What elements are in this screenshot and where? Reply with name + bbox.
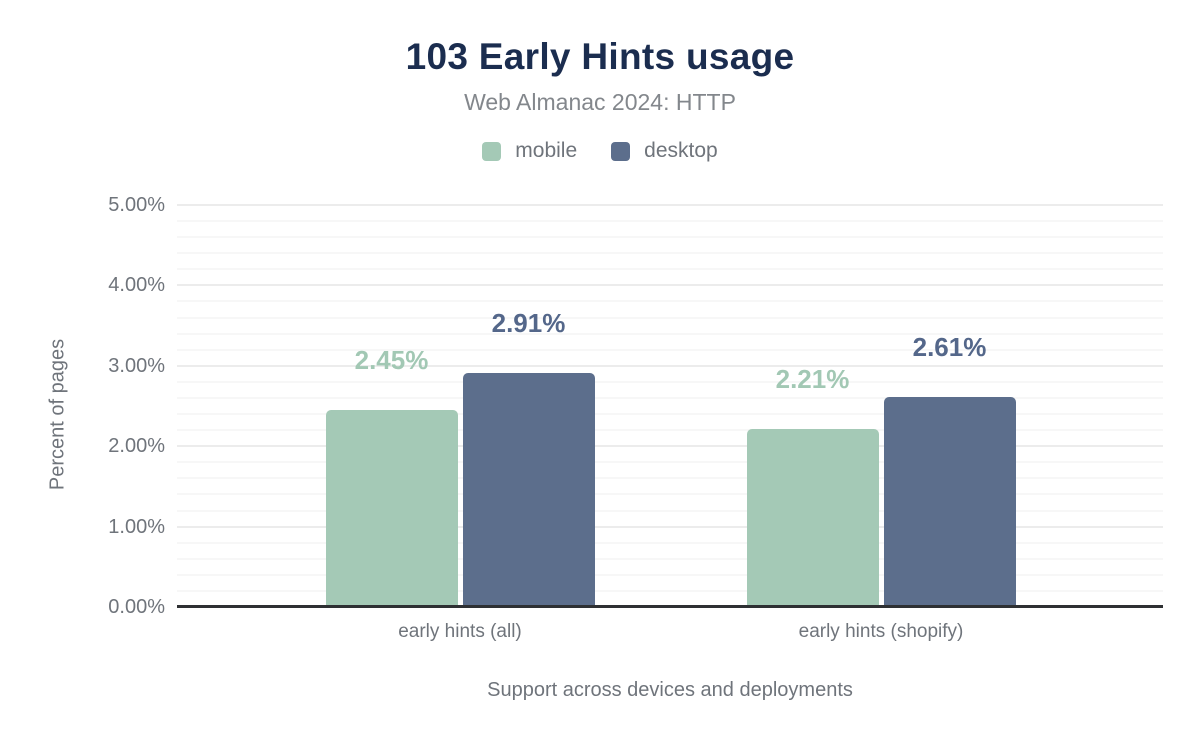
bar-value-label-mobile-1: 2.21% — [775, 364, 850, 395]
bar-mobile-0[interactable] — [325, 410, 458, 607]
bar-mobile-1[interactable] — [746, 429, 879, 607]
minor-gridline — [177, 252, 1163, 255]
y-tick-label: 2.00% — [108, 435, 165, 458]
x-axis-line — [177, 605, 1163, 608]
major-gridline — [177, 525, 1163, 528]
minor-gridline — [177, 477, 1163, 480]
legend-item-mobile: mobile — [482, 139, 577, 163]
minor-gridline — [177, 461, 1163, 464]
legend-swatch-mobile — [482, 141, 502, 161]
y-axis-title: Percent of pages — [46, 338, 69, 491]
minor-gridline — [177, 220, 1163, 223]
legend-label-mobile: mobile — [515, 139, 578, 162]
major-gridline — [177, 364, 1163, 367]
y-tick-label: 1.00% — [108, 515, 165, 538]
minor-gridline — [177, 268, 1163, 271]
minor-gridline — [177, 380, 1163, 383]
y-tick-label: 3.00% — [108, 354, 165, 377]
bar-desktop-1[interactable] — [883, 397, 1016, 607]
minor-gridline — [177, 332, 1163, 335]
minor-gridline — [177, 429, 1163, 432]
x-axis-title: Support across devices and deployments — [487, 679, 853, 701]
minor-gridline — [177, 557, 1163, 560]
legend: mobile desktop — [0, 139, 1200, 163]
major-gridline — [177, 204, 1163, 206]
minor-gridline — [177, 348, 1163, 351]
bar-desktop-0[interactable] — [462, 373, 595, 607]
x-category-label: early hints (shopify) — [798, 621, 964, 642]
y-tick-label: 4.00% — [108, 274, 165, 297]
minor-gridline — [177, 509, 1163, 512]
minor-gridline — [177, 573, 1163, 576]
bar-value-label-desktop-0: 2.91% — [491, 308, 566, 339]
minor-gridline — [177, 493, 1163, 496]
minor-gridline — [177, 413, 1163, 416]
legend-swatch-desktop — [611, 141, 631, 161]
major-gridline — [177, 445, 1163, 448]
major-gridline — [177, 284, 1163, 287]
x-category-label: early hints (all) — [398, 621, 522, 642]
chart-title: 103 Early Hints usage — [405, 36, 795, 77]
bar-value-label-desktop-1: 2.61% — [912, 332, 987, 363]
chart-subtitle: Web Almanac 2024: HTTP — [464, 89, 736, 115]
minor-gridline — [177, 589, 1163, 592]
minor-gridline — [177, 236, 1163, 239]
bar-value-label-mobile-0: 2.45% — [354, 345, 429, 376]
y-tick-label: 5.00% — [108, 194, 165, 216]
minor-gridline — [177, 396, 1163, 399]
minor-gridline — [177, 316, 1163, 319]
minor-gridline — [177, 300, 1163, 303]
minor-gridline — [177, 541, 1163, 544]
plot-area: 2.45% 2.21% 2.91% 2.61% — [177, 204, 1163, 608]
legend-item-desktop: desktop — [611, 139, 718, 163]
y-tick-label: 0.00% — [108, 596, 165, 618]
legend-label-desktop: desktop — [644, 139, 718, 162]
